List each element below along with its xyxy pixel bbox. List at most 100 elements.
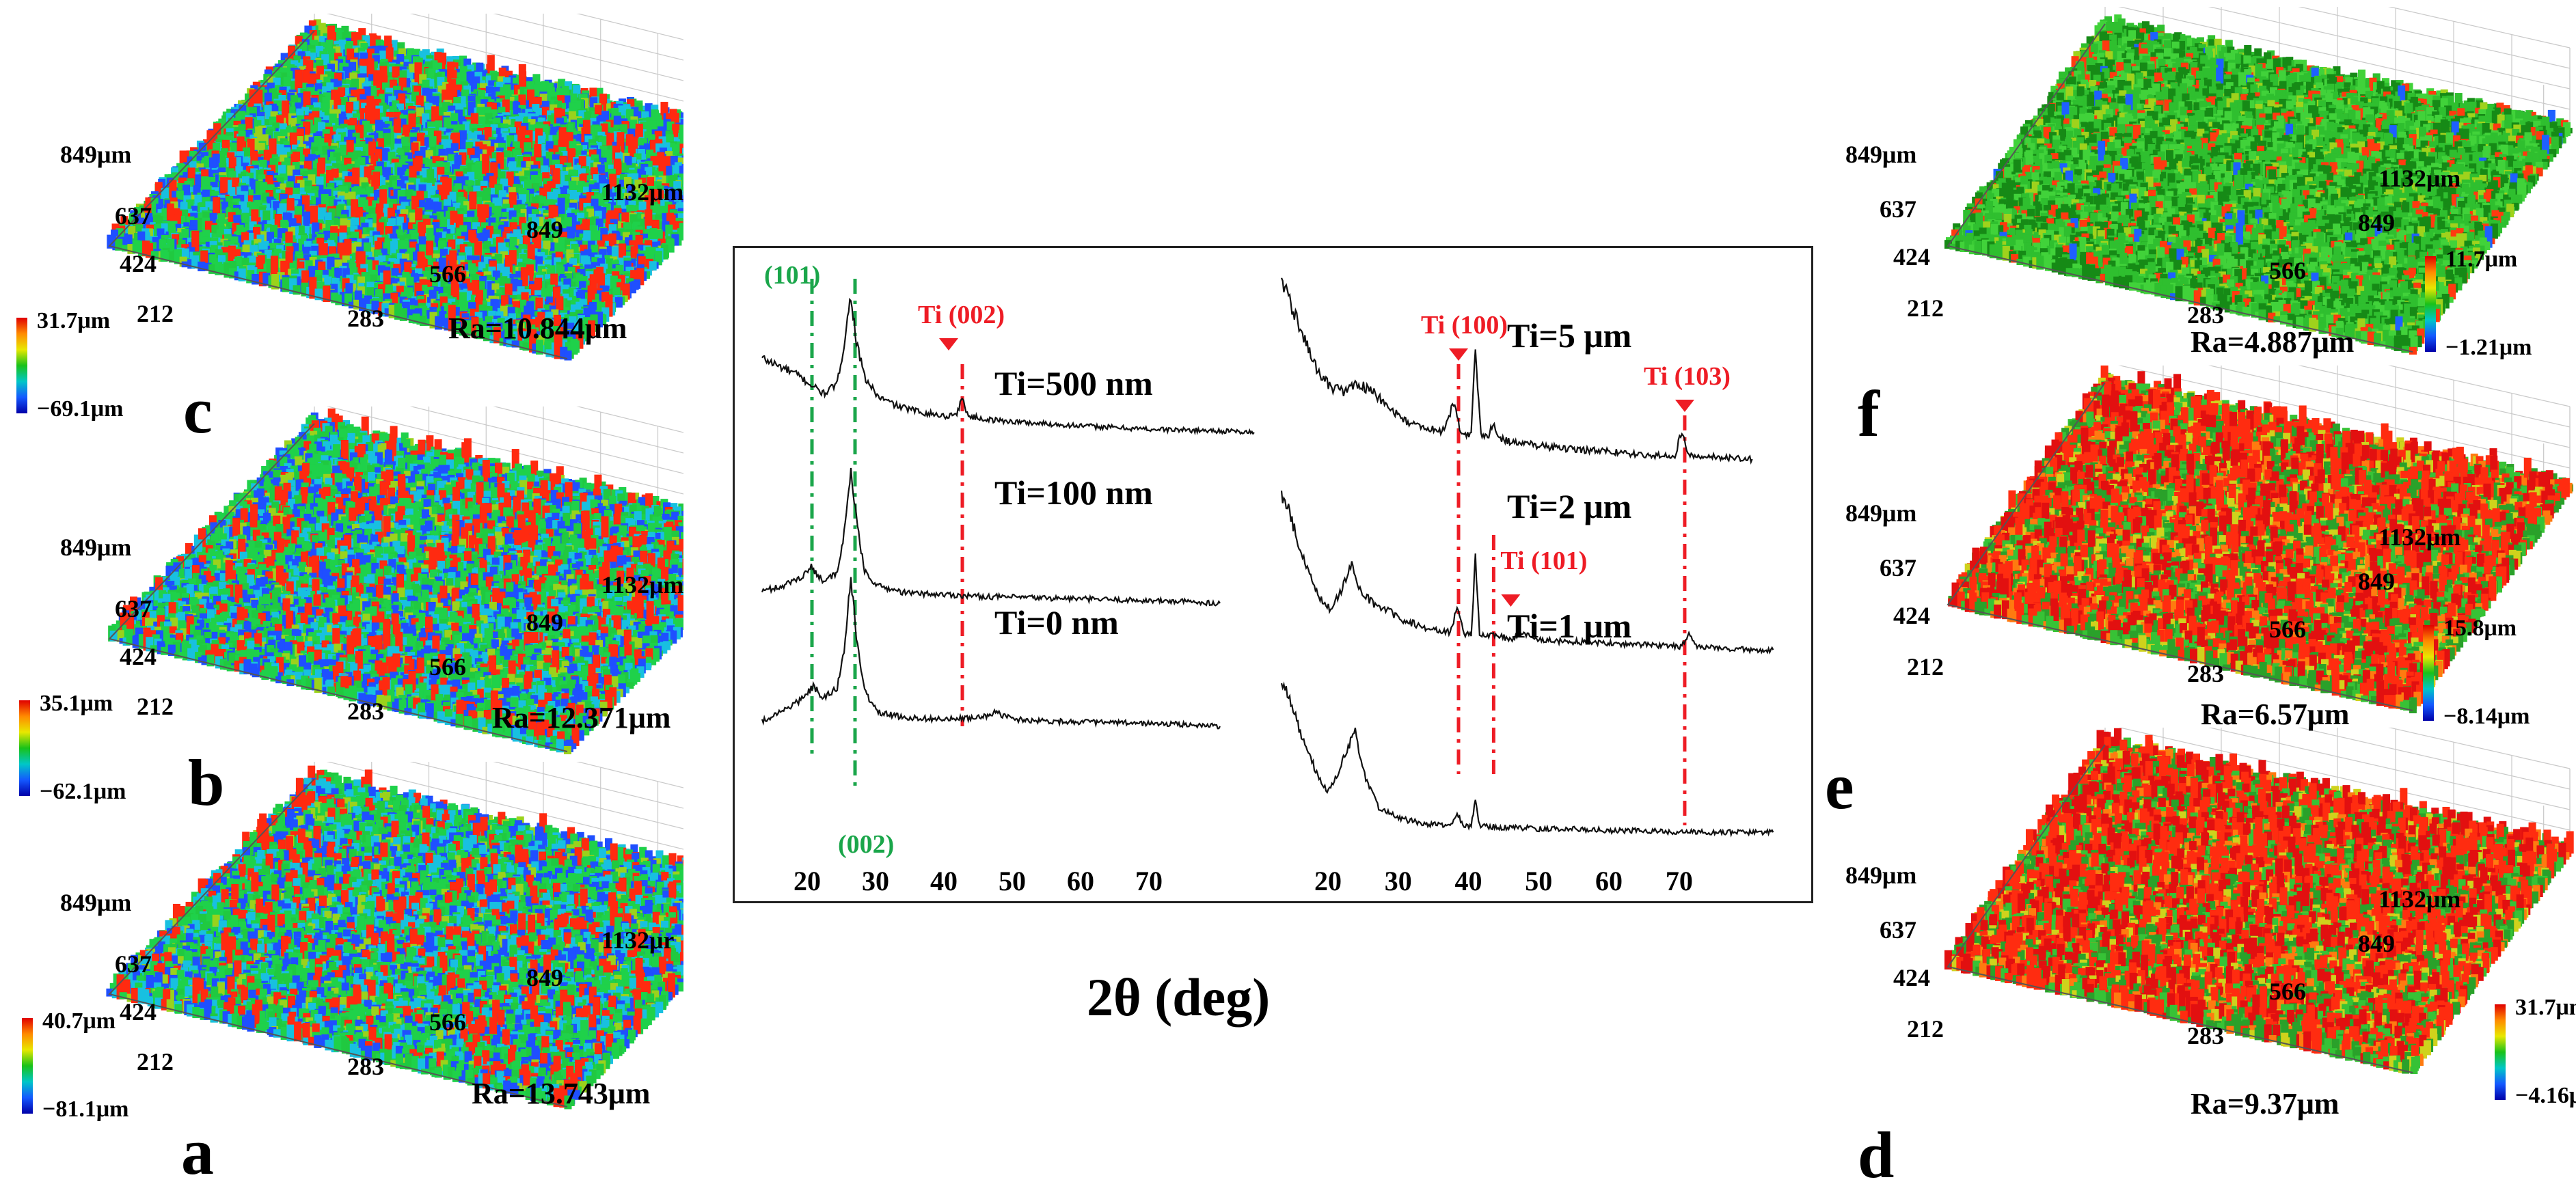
y-tick-d-3: 212 xyxy=(1907,1015,1944,1043)
surface-plot-d xyxy=(1944,728,2574,1074)
panel-letter-b: b xyxy=(188,745,224,821)
colorbar-max-d: 31.7μm xyxy=(2515,995,2576,1021)
y-tick-a-3: 212 xyxy=(137,1047,174,1076)
surface-texture xyxy=(107,19,683,361)
x-tick-0-0: 20 xyxy=(794,866,821,896)
x-tick-0-3: 50 xyxy=(999,866,1026,896)
series-1-1 xyxy=(1280,491,1774,655)
peak-marker-1-1 xyxy=(1501,594,1521,607)
y-tick-c-3: 212 xyxy=(137,299,174,328)
x-tick-f-1: 566 xyxy=(2269,256,2306,285)
colorbar-f xyxy=(2425,256,2436,352)
colorbar-min-d: −4.16μm xyxy=(2515,1083,2576,1109)
y-tick-e-2: 424 xyxy=(1893,601,1930,630)
xrd-chart: (101) (002) Ti (002) Ti=500 nm Ti=100 nm Ti=0… xyxy=(761,261,1774,896)
x-tick-1-4: 60 xyxy=(1595,866,1623,896)
colorbar-a xyxy=(22,1018,33,1114)
vline-label-1-2: Ti (103) xyxy=(1644,362,1731,391)
x-tick-f-2: 849 xyxy=(2358,208,2395,237)
vline-label-1-1: Ti (101) xyxy=(1500,547,1587,575)
panel-letter-f: f xyxy=(1858,376,1880,452)
colorbar-min-c: −69.1μm xyxy=(37,396,123,422)
y-tick-b-2: 424 xyxy=(120,642,157,671)
ra-value-e: Ra=6.57μm xyxy=(2201,697,2349,732)
x-tick-d-3: 1132μm xyxy=(2378,885,2460,913)
series-label-1-0: Ti=5 μm xyxy=(1507,316,1631,355)
vline-label-1-0: Ti (100) xyxy=(1421,311,1508,340)
surface-plot-c xyxy=(107,14,683,361)
x-tick-0-4: 60 xyxy=(1067,866,1094,896)
x-tick-c-3: 1132μm xyxy=(601,178,683,206)
panel-letter-c: c xyxy=(183,372,213,448)
x-tick-e-0: 283 xyxy=(2187,659,2224,688)
surface-front-edge xyxy=(108,30,568,359)
series-label-1-1: Ti=2 μm xyxy=(1507,487,1631,525)
y-tick-a-1: 637 xyxy=(115,950,152,978)
colorbar-b xyxy=(19,700,30,796)
x-tick-c-2: 849 xyxy=(526,215,563,244)
x-tick-e-3: 1132μm xyxy=(2378,523,2460,551)
surface-texture xyxy=(1944,14,2573,355)
x-tick-1-5: 70 xyxy=(1666,866,1693,896)
y-tick-e-1: 637 xyxy=(1880,553,1916,582)
x-tick-1-0: 20 xyxy=(1314,866,1342,896)
ra-value-f: Ra=4.887μm xyxy=(2191,325,2354,359)
y-tick-f-2: 424 xyxy=(1893,243,1930,271)
colorbar-min-a: −81.1μm xyxy=(42,1097,128,1123)
x-tick-c-0: 283 xyxy=(347,304,384,333)
x-tick-1-3: 50 xyxy=(1525,866,1552,896)
x-tick-b-1: 566 xyxy=(429,652,466,681)
x-tick-f-3: 1132μm xyxy=(2378,164,2460,193)
series-label-1-2: Ti=1 μm xyxy=(1507,607,1631,645)
x-tick-d-2: 849 xyxy=(2358,929,2395,958)
vline-label-0-1: (002) xyxy=(838,830,894,859)
y-tick-f-3: 212 xyxy=(1907,294,1944,322)
series-1-0 xyxy=(1280,277,1753,465)
colorbar-c xyxy=(16,318,27,413)
series-label-0-1: Ti=100 nm xyxy=(994,473,1153,512)
colorbar-min-f: −1.21μm xyxy=(2445,335,2532,361)
surface-panel-b xyxy=(0,407,683,816)
surface-front-edge xyxy=(1947,23,2413,353)
y-tick-c-0: 849μm xyxy=(60,140,131,169)
panel-letter-a: a xyxy=(181,1114,214,1189)
y-tick-e-3: 212 xyxy=(1907,652,1944,681)
series-label-0-0: Ti=500 nm xyxy=(994,364,1153,402)
x-tick-e-1: 566 xyxy=(2269,615,2306,644)
colorbar-min-e: −8.14μm xyxy=(2443,704,2530,730)
surface-panel-e xyxy=(1791,366,2576,748)
ra-value-a: Ra=13.743μm xyxy=(472,1076,650,1111)
x-tick-e-2: 849 xyxy=(2358,567,2395,596)
xrd-x-axis-label: 2θ (deg) xyxy=(1087,967,1270,1028)
x-tick-b-0: 283 xyxy=(347,697,384,726)
vline-label-0-2: Ti (002) xyxy=(918,301,1005,329)
peak-marker-1-2 xyxy=(1675,400,1694,412)
colorbar-d xyxy=(2495,1004,2506,1100)
y-tick-b-3: 212 xyxy=(137,692,174,721)
x-tick-b-2: 849 xyxy=(526,608,563,637)
surface-plot-a xyxy=(106,762,683,1110)
y-tick-c-1: 637 xyxy=(115,202,152,230)
surface-front-edge xyxy=(108,423,568,752)
vline-label-0-0: (101) xyxy=(764,261,820,290)
surface-panel-d xyxy=(1791,728,2576,1192)
x-tick-a-2: 849 xyxy=(526,963,563,992)
y-tick-a-2: 424 xyxy=(120,998,157,1026)
surface-texture xyxy=(108,408,683,754)
surface-panel-c xyxy=(0,14,683,424)
x-tick-f-0: 283 xyxy=(2187,301,2224,329)
surface-front-edge xyxy=(108,778,568,1107)
surface-texture xyxy=(1944,728,2574,1074)
y-tick-d-0: 849μm xyxy=(1845,861,1916,890)
surface-plot-b xyxy=(108,407,683,754)
ra-value-c: Ra=10.844μm xyxy=(448,311,627,346)
series-1-2 xyxy=(1280,681,1774,838)
x-tick-1-2: 40 xyxy=(1455,866,1482,896)
xrd-chart-frame: (101) (002) Ti (002) Ti=500 nm Ti=100 nm Ti=0… xyxy=(733,246,1813,903)
panel-letter-d: d xyxy=(1858,1117,1894,1193)
x-tick-0-2: 40 xyxy=(930,866,958,896)
x-tick-1-1: 30 xyxy=(1385,866,1412,896)
surface-plot-e xyxy=(1947,366,2574,713)
ra-value-d: Ra=9.37μm xyxy=(2191,1086,2339,1121)
series-label-0-2: Ti=0 nm xyxy=(994,603,1119,642)
